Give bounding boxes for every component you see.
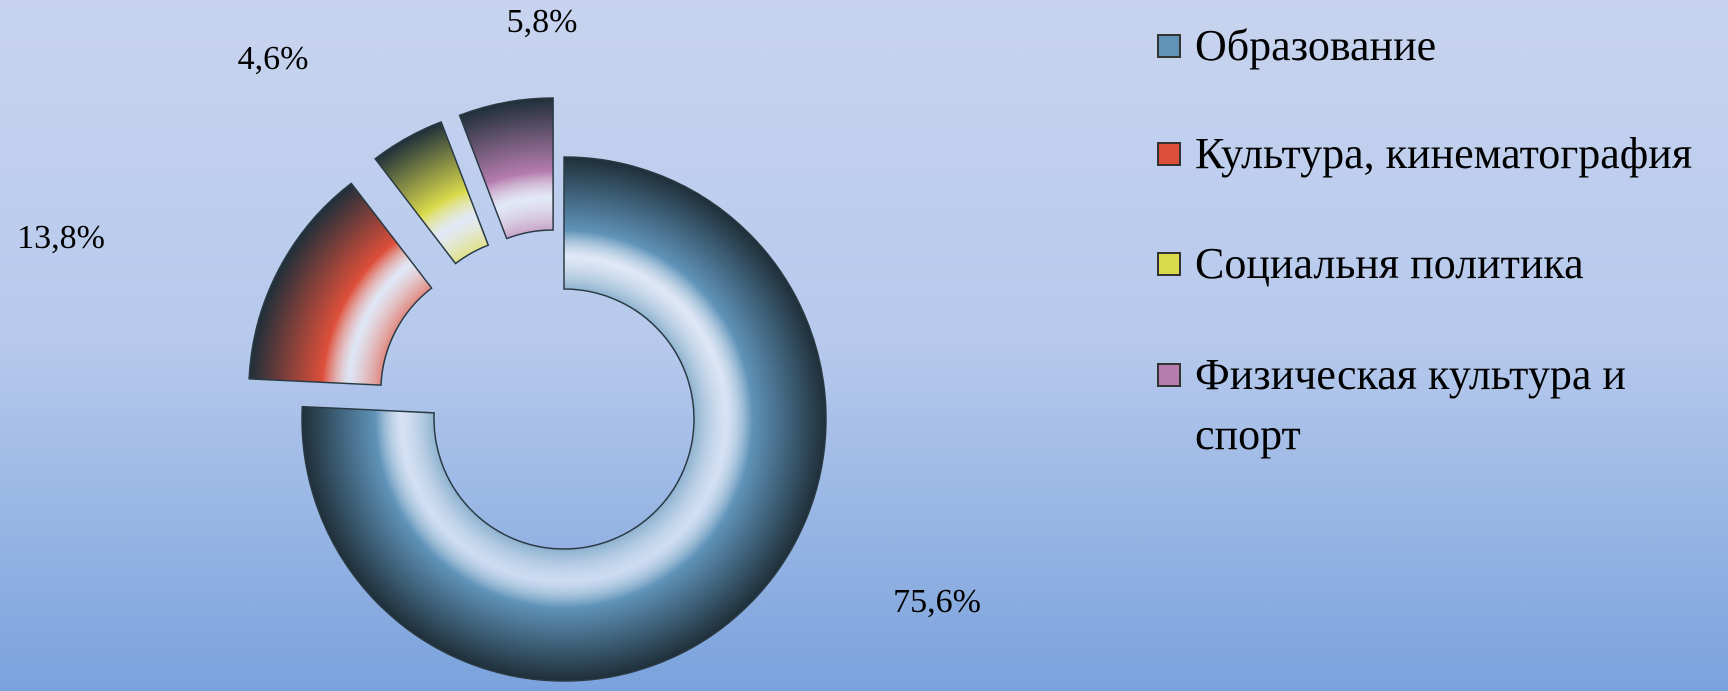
legend-item: Физическая культура и спорт bbox=[1157, 345, 1717, 465]
legend-label: Физическая культура и спорт bbox=[1195, 350, 1626, 459]
slice bbox=[301, 156, 827, 682]
legend-label: Социальня политика bbox=[1195, 239, 1584, 288]
legend-label: Образование bbox=[1195, 21, 1437, 70]
slice bbox=[248, 182, 433, 386]
slice bbox=[374, 120, 490, 265]
legend-swatch bbox=[1157, 142, 1181, 166]
legend-swatch bbox=[1157, 252, 1181, 276]
legend-item: Культура, кинематография bbox=[1157, 124, 1717, 184]
data-label: 75,6% bbox=[893, 583, 981, 620]
data-label: 13,8% bbox=[17, 219, 105, 256]
legend-swatch bbox=[1157, 363, 1181, 387]
slice bbox=[458, 97, 554, 240]
data-label: 4,6% bbox=[238, 40, 309, 77]
legend-item: Образование bbox=[1157, 16, 1717, 76]
legend-item: Социальня политика bbox=[1157, 234, 1717, 294]
data-label: 5,8% bbox=[507, 3, 578, 40]
legend-swatch bbox=[1157, 34, 1181, 58]
legend-label: Культура, кинематография bbox=[1195, 129, 1693, 178]
